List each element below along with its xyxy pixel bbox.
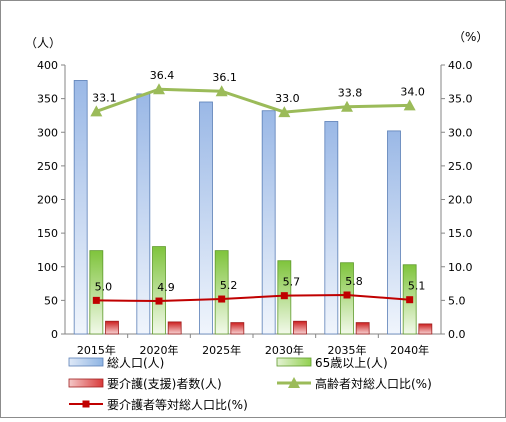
- x-axis-tick-label: 2025年: [202, 343, 241, 357]
- right-axis-tick-label: 0.0: [448, 328, 466, 341]
- line-marker-square: [406, 296, 414, 304]
- line-marker-triangle: [153, 83, 165, 95]
- line-series-1: [95, 87, 410, 114]
- line-series-2: [96, 293, 410, 303]
- bar-series-3: [418, 323, 433, 335]
- data-label: 5.1: [408, 280, 426, 293]
- data-label: 5.0: [95, 280, 113, 293]
- legend-swatch-bar: [276, 357, 312, 367]
- data-label: 34.0: [400, 85, 425, 98]
- left-axis-tick-label: 0: [51, 328, 58, 341]
- right-axis-tick-label: 30.0: [448, 126, 473, 139]
- right-axis-tick-label: 40.0: [448, 59, 473, 72]
- right-axis-tick-label: 25.0: [448, 160, 473, 173]
- x-axis-tick-label: 2035年: [328, 343, 367, 357]
- right-axis-tick-label: 20.0: [448, 194, 473, 207]
- left-axis-unit-label: （人）: [25, 36, 61, 50]
- right-axis-unit-label: （%）: [453, 30, 488, 44]
- bar-series-1: [324, 121, 339, 335]
- x-axis-tick-label: 2020年: [140, 343, 179, 357]
- right-axis-tick-label: 5.0: [448, 294, 466, 307]
- bar-series-1: [387, 130, 401, 335]
- legend-label: 高齢者対総人口比(%): [315, 376, 432, 391]
- data-label: 36.1: [212, 71, 237, 84]
- legend-marker-square: [82, 400, 90, 408]
- data-label: 5.7: [283, 276, 301, 289]
- x-axis-tick-label: 2015年: [77, 343, 116, 357]
- line-marker-triangle: [90, 105, 103, 117]
- legend-swatch-bar: [68, 378, 104, 388]
- bar-series-3: [167, 321, 182, 335]
- bar-series-3: [293, 320, 307, 335]
- bar-series-3: [230, 322, 245, 335]
- bar-series-2: [89, 250, 104, 335]
- line-marker-square: [92, 296, 100, 304]
- x-axis-tick-label: 2040年: [390, 343, 429, 357]
- left-axis-tick-label: 50: [44, 294, 58, 307]
- right-axis-tick-label: 15.0: [448, 227, 473, 240]
- line-marker-square: [280, 292, 288, 300]
- left-axis-tick-label: 150: [37, 227, 58, 240]
- left-axis-tick-label: 300: [37, 126, 58, 139]
- bar-series-3: [105, 320, 119, 335]
- legend-label: 65歳以上(人): [315, 356, 388, 370]
- legend-label: 要介護(支援)者数(人): [107, 376, 222, 391]
- left-axis-tick-label: 250: [37, 160, 58, 173]
- data-label: 5.2: [220, 279, 238, 292]
- right-axis-tick-label: 35.0: [448, 93, 473, 106]
- legend-label: 総人口(人): [107, 356, 164, 370]
- line-marker-square: [343, 291, 351, 299]
- bar-series-1: [261, 110, 276, 335]
- bar-series-1: [73, 80, 88, 335]
- line-marker-square: [155, 297, 163, 305]
- line-marker-triangle: [278, 106, 291, 118]
- line-marker-triangle: [403, 99, 416, 111]
- left-axis-tick-label: 350: [37, 93, 58, 106]
- bar-series-1: [199, 101, 213, 335]
- line-marker-triangle: [341, 100, 353, 112]
- data-label: 33.1: [92, 91, 117, 104]
- data-label: 36.4: [150, 69, 175, 82]
- legend-label: 要介護者等対総人口比(%): [107, 397, 248, 412]
- x-axis-tick-label: 2030年: [265, 343, 304, 357]
- left-axis-tick-label: 400: [37, 59, 58, 72]
- legend-swatch-bar: [68, 357, 104, 367]
- bar-series-3: [355, 322, 370, 335]
- left-axis-tick-label: 200: [37, 194, 58, 207]
- line-marker-square: [218, 295, 226, 303]
- data-label: 33.0: [275, 92, 300, 105]
- data-label: 5.8: [345, 275, 363, 288]
- bar-series-2: [152, 246, 166, 335]
- data-label: 33.8: [338, 87, 363, 100]
- legend-marker-triangle: [288, 377, 300, 388]
- bar-series-1: [136, 93, 151, 335]
- bar-series-2: [214, 250, 229, 335]
- left-axis-tick-label: 100: [37, 261, 58, 274]
- line-marker-triangle: [215, 85, 228, 97]
- right-axis-tick-label: 10.0: [448, 261, 473, 274]
- data-label: 4.9: [157, 281, 175, 294]
